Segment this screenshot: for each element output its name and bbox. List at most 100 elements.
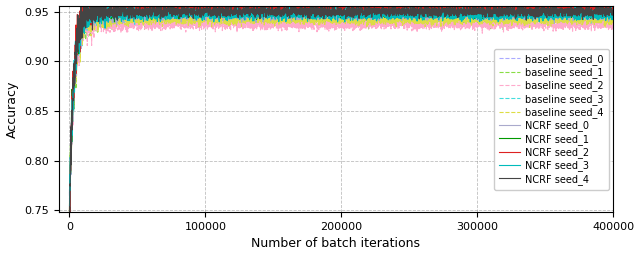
NCRF seed_1 — [324, 12, 332, 15]
Line: NCRF seed_3: NCRF seed_3 — [70, 0, 613, 207]
NCRF seed_2 — [294, 8, 302, 11]
NCRF seed_3 — [294, 15, 302, 18]
Line: baseline seed_3: baseline seed_3 — [70, 0, 613, 220]
NCRF seed_1 — [66, 219, 74, 222]
Line: baseline seed_1: baseline seed_1 — [70, 5, 613, 220]
NCRF seed_3 — [609, 12, 617, 15]
baseline seed_2 — [609, 25, 617, 28]
NCRF seed_0 — [66, 215, 74, 218]
NCRF seed_4 — [593, 9, 600, 13]
baseline seed_4 — [593, 21, 601, 24]
NCRF seed_1 — [461, 6, 468, 9]
baseline seed_1 — [294, 19, 302, 22]
NCRF seed_2 — [66, 217, 74, 220]
Line: NCRF seed_1: NCRF seed_1 — [70, 0, 613, 220]
NCRF seed_1 — [299, 9, 307, 12]
baseline seed_0 — [66, 212, 74, 215]
NCRF seed_4 — [324, 12, 332, 15]
NCRF seed_3 — [593, 17, 601, 20]
baseline seed_3 — [324, 16, 332, 19]
NCRF seed_3 — [461, 16, 468, 19]
baseline seed_4 — [566, 18, 573, 22]
Line: baseline seed_2: baseline seed_2 — [70, 12, 613, 216]
baseline seed_2 — [324, 20, 332, 23]
baseline seed_4 — [66, 216, 74, 219]
baseline seed_0 — [566, 9, 573, 12]
NCRF seed_1 — [609, 10, 617, 13]
baseline seed_3 — [461, 15, 468, 18]
Line: NCRF seed_2: NCRF seed_2 — [70, 0, 613, 219]
baseline seed_0 — [609, 12, 617, 15]
NCRF seed_3 — [66, 205, 74, 208]
NCRF seed_2 — [566, 7, 573, 10]
Line: baseline seed_4: baseline seed_4 — [70, 7, 613, 220]
baseline seed_2 — [566, 27, 573, 30]
baseline seed_1 — [593, 15, 601, 18]
NCRF seed_1 — [566, 15, 573, 18]
NCRF seed_0 — [609, 15, 617, 18]
NCRF seed_1 — [294, 12, 302, 15]
NCRF seed_1 — [593, 6, 601, 9]
NCRF seed_3 — [299, 14, 307, 17]
X-axis label: Number of batch iterations: Number of batch iterations — [252, 238, 420, 250]
NCRF seed_4 — [609, 9, 617, 12]
baseline seed_1 — [88, 3, 95, 6]
NCRF seed_2 — [461, 8, 468, 11]
NCRF seed_3 — [324, 10, 332, 13]
NCRF seed_2 — [593, 10, 601, 13]
baseline seed_3 — [566, 15, 573, 18]
baseline seed_0 — [66, 190, 74, 194]
baseline seed_2 — [593, 21, 600, 24]
baseline seed_2 — [294, 23, 302, 26]
baseline seed_3 — [294, 12, 302, 15]
NCRF seed_0 — [299, 14, 307, 17]
baseline seed_4 — [92, 6, 99, 9]
baseline seed_1 — [461, 15, 468, 18]
baseline seed_0 — [299, 14, 307, 17]
baseline seed_1 — [66, 209, 74, 212]
baseline seed_2 — [299, 20, 307, 24]
baseline seed_4 — [324, 16, 332, 19]
baseline seed_4 — [461, 19, 468, 22]
NCRF seed_4 — [66, 219, 74, 222]
NCRF seed_2 — [299, 8, 307, 12]
baseline seed_0 — [294, 9, 302, 12]
baseline seed_1 — [609, 19, 617, 22]
baseline seed_0 — [461, 11, 468, 14]
baseline seed_4 — [66, 218, 74, 221]
baseline seed_0 — [89, 0, 97, 2]
baseline seed_0 — [324, 14, 332, 17]
Line: baseline seed_0: baseline seed_0 — [70, 1, 613, 213]
Legend: baseline seed_0, baseline seed_1, baseline seed_2, baseline seed_3, baseline see: baseline seed_0, baseline seed_1, baseli… — [494, 49, 609, 189]
NCRF seed_2 — [609, 8, 617, 11]
NCRF seed_0 — [66, 188, 74, 191]
NCRF seed_0 — [88, 0, 95, 1]
NCRF seed_4 — [566, 11, 573, 14]
baseline seed_3 — [299, 15, 307, 18]
baseline seed_1 — [324, 20, 332, 23]
NCRF seed_0 — [566, 12, 573, 15]
NCRF seed_2 — [66, 216, 74, 219]
NCRF seed_0 — [461, 13, 468, 16]
NCRF seed_3 — [66, 206, 74, 209]
baseline seed_2 — [81, 10, 89, 13]
NCRF seed_4 — [461, 11, 468, 14]
Line: NCRF seed_0: NCRF seed_0 — [70, 0, 613, 216]
baseline seed_3 — [66, 219, 74, 222]
Y-axis label: Accuracy: Accuracy — [6, 80, 19, 137]
baseline seed_3 — [593, 13, 601, 16]
NCRF seed_3 — [566, 13, 573, 16]
NCRF seed_0 — [324, 11, 332, 14]
baseline seed_4 — [299, 19, 307, 22]
baseline seed_1 — [566, 16, 573, 19]
baseline seed_3 — [609, 12, 617, 15]
NCRF seed_2 — [324, 5, 332, 8]
NCRF seed_4 — [299, 11, 307, 14]
baseline seed_0 — [593, 13, 601, 16]
baseline seed_4 — [294, 19, 302, 22]
NCRF seed_1 — [66, 209, 74, 212]
baseline seed_4 — [609, 19, 617, 22]
NCRF seed_0 — [593, 16, 601, 19]
NCRF seed_4 — [294, 8, 302, 11]
NCRF seed_0 — [294, 10, 302, 13]
